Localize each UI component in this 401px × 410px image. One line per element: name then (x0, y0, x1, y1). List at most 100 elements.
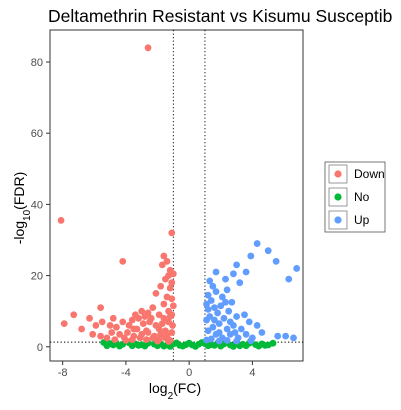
point-down (168, 229, 176, 237)
point-up (282, 332, 290, 340)
data-points (57, 44, 301, 350)
point-no (185, 339, 193, 347)
point-down (86, 314, 93, 322)
point-down (78, 325, 86, 333)
point-down (60, 320, 68, 328)
legend-dot-no (334, 193, 342, 201)
plot-panel (49, 29, 304, 362)
point-up (203, 336, 210, 344)
point-down (138, 307, 146, 315)
point-up (253, 240, 261, 247)
point-no (128, 342, 136, 350)
point-down (168, 279, 176, 287)
point-up (226, 318, 234, 326)
point-up (233, 337, 240, 345)
point-up (209, 323, 217, 331)
point-down (97, 332, 104, 340)
point-up (223, 286, 231, 294)
point-down (98, 318, 106, 326)
point-down (106, 322, 114, 329)
point-up (247, 337, 255, 345)
point-up (212, 268, 220, 276)
point-down (125, 322, 133, 329)
point-down (57, 217, 65, 224)
point-down (128, 336, 136, 344)
point-down (116, 330, 123, 338)
point-down (119, 318, 127, 326)
x-tick-label: 4 (249, 367, 255, 379)
point-up (264, 247, 272, 255)
point-no (204, 342, 212, 350)
point-down (169, 322, 176, 329)
point-up (242, 268, 250, 276)
point-down (92, 322, 100, 329)
point-down (160, 252, 168, 260)
x-tick-label: 0 (186, 367, 192, 379)
point-up (203, 316, 210, 324)
point-up (236, 279, 244, 287)
point-up (220, 314, 228, 322)
point-down (162, 275, 169, 283)
point-down (119, 257, 127, 265)
point-down (155, 311, 163, 319)
point-down (155, 325, 163, 333)
point-up (211, 316, 218, 324)
point-up (237, 325, 245, 333)
point-up (204, 327, 212, 335)
legend-label-up: Up (354, 213, 370, 227)
point-no (211, 341, 218, 349)
point-no (192, 343, 199, 350)
point-no (179, 342, 187, 350)
point-up (285, 275, 293, 283)
point-no (173, 339, 180, 347)
point-up (204, 291, 212, 299)
point-up (215, 329, 223, 336)
point-up (241, 311, 248, 319)
legend-dot-down (334, 170, 342, 178)
point-no (135, 341, 142, 349)
y-axis-title: -log10(FDR) (11, 172, 33, 245)
point-down (109, 314, 117, 322)
point-down (149, 304, 157, 312)
point-up (207, 297, 215, 304)
point-down (122, 336, 130, 344)
point-down (163, 257, 171, 265)
point-down (143, 336, 150, 344)
legend-label-down: Down (354, 167, 385, 181)
point-up (242, 330, 250, 338)
axes: 0 20 40 60 80 -8 -4 0 4 (31, 57, 256, 379)
point-down (130, 325, 138, 333)
point-down (157, 282, 165, 290)
point-up (222, 298, 229, 306)
point-up (222, 275, 229, 283)
point-up (215, 320, 223, 328)
point-no (261, 341, 269, 349)
point-down (168, 295, 176, 303)
point-down (143, 327, 150, 335)
reference-lines (50, 30, 303, 361)
point-up (245, 318, 253, 326)
point-down (111, 336, 119, 344)
point-no (141, 342, 149, 350)
point-down (97, 304, 104, 312)
point-up (228, 298, 236, 306)
x-axis-title: log2(FC) (149, 380, 201, 402)
point-up (247, 252, 255, 260)
y-tick-label: 40 (31, 199, 43, 211)
point-down (124, 329, 131, 336)
point-up (218, 293, 226, 301)
point-up (293, 265, 301, 272)
point-down (166, 313, 174, 320)
point-up (215, 337, 223, 345)
point-up (204, 305, 212, 313)
point-down (136, 334, 144, 342)
y-tick-label: 80 (31, 57, 43, 69)
point-up (231, 329, 239, 336)
point-down (158, 261, 166, 269)
point-up (217, 302, 225, 310)
legend-dot-up (334, 216, 342, 224)
point-no (109, 341, 117, 349)
legend: Down No Up (324, 161, 386, 233)
point-up (225, 307, 233, 315)
